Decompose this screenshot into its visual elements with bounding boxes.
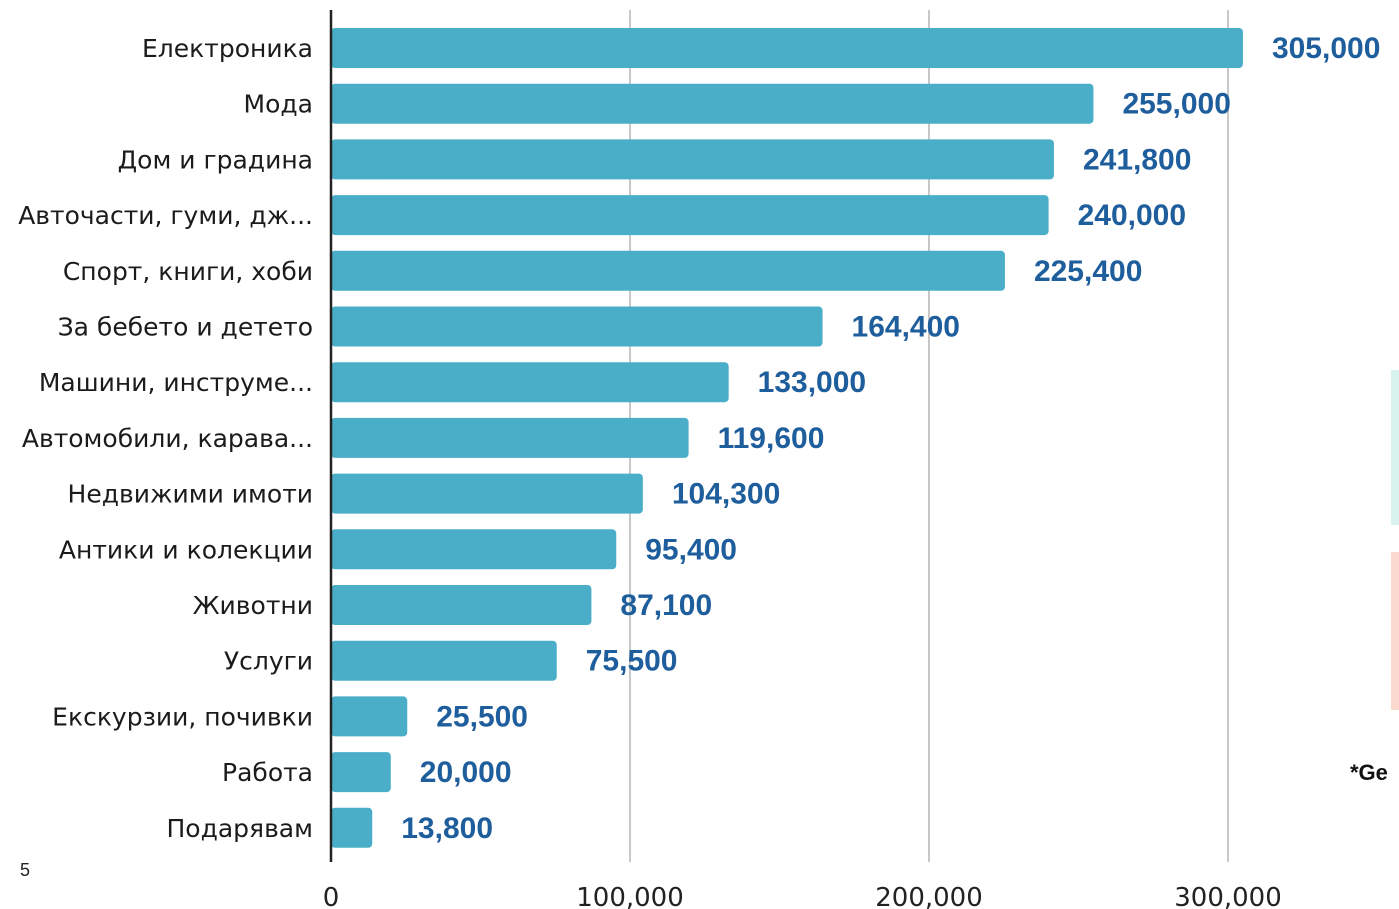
- category-label: Електроника: [142, 34, 313, 63]
- page-number: 5: [20, 860, 31, 880]
- category-label: Автомобили, карава...: [22, 424, 313, 453]
- data-label: 305,000: [1272, 32, 1380, 65]
- category-label: Работа: [222, 758, 313, 787]
- bar: [331, 585, 592, 625]
- category-label: Машини, инструме...: [39, 368, 313, 397]
- category-label: Подарявам: [166, 814, 313, 843]
- category-label: Мода: [244, 90, 313, 119]
- bar: [331, 195, 1049, 236]
- data-label: 133,000: [758, 366, 866, 399]
- bar: [331, 250, 1005, 291]
- bar: [331, 362, 729, 403]
- bar: [331, 417, 689, 458]
- category-label: Авточасти, гуми, дж...: [18, 201, 313, 230]
- category-label: Дом и градина: [118, 145, 313, 174]
- bars: [331, 28, 1243, 848]
- category-label: Антики и колекции: [59, 535, 313, 564]
- bar: [331, 139, 1054, 180]
- x-tick-label: 200,000: [875, 883, 983, 909]
- category-label: Екскурзии, почивки: [52, 702, 313, 731]
- data-label: 240,000: [1078, 199, 1186, 232]
- data-label: 255,000: [1122, 88, 1230, 121]
- data-label: 13,800: [401, 812, 493, 845]
- category-label: Услуги: [224, 647, 313, 676]
- bar: [331, 696, 408, 737]
- side-footnote: *Ge: [1350, 760, 1388, 785]
- data-label: 241,800: [1083, 143, 1191, 176]
- data-label: 104,300: [672, 478, 780, 511]
- x-tick-label: 100,000: [576, 883, 684, 909]
- bar: [331, 306, 823, 347]
- bar: [331, 473, 643, 514]
- side-decoration-teal: [1391, 370, 1399, 525]
- bar: [331, 640, 557, 681]
- category-label: За бебето и детето: [58, 313, 313, 342]
- category-label: Спорт, книги, хоби: [63, 257, 313, 286]
- category-label: Животни: [193, 591, 313, 620]
- bar: [331, 529, 617, 570]
- data-label: 87,100: [620, 589, 712, 622]
- data-label: 164,400: [852, 311, 960, 344]
- data-label: 119,600: [718, 422, 825, 455]
- data-label: 75,500: [586, 645, 678, 678]
- x-tick-label: 300,000: [1174, 883, 1282, 909]
- side-decoration-peach: [1391, 552, 1399, 710]
- data-label: 25,500: [436, 700, 528, 733]
- category-label: Недвижими имоти: [68, 480, 313, 509]
- bar: [331, 807, 373, 848]
- bar: [331, 83, 1094, 124]
- data-label: 225,400: [1034, 255, 1142, 288]
- bar: [331, 752, 391, 793]
- labels: 0 100,000 200,000 300,000 Електроника 305,000…: [18, 32, 1380, 909]
- data-label: 20,000: [420, 756, 512, 789]
- bar: [331, 28, 1243, 68]
- data-label: 95,400: [645, 533, 737, 566]
- x-tick-label: 0: [323, 883, 340, 909]
